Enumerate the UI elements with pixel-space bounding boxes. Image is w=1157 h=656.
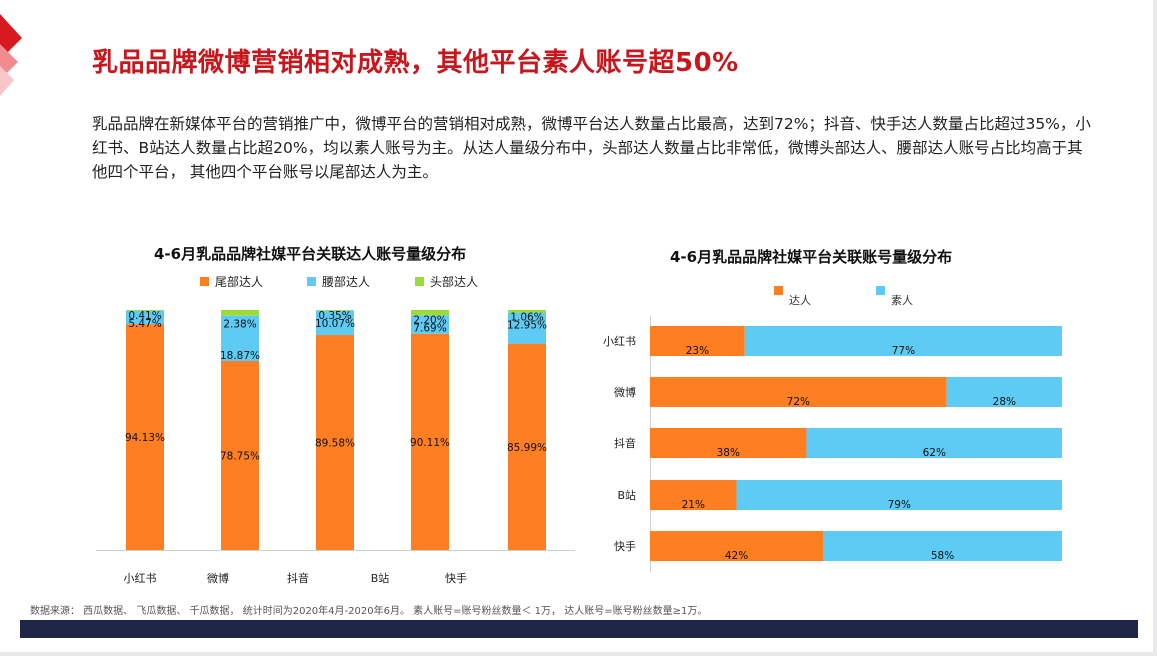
chart1-category-label-1: 小红书 xyxy=(124,572,157,585)
chart1-data-label-waist-1: 5.47% xyxy=(128,318,161,330)
data-source-note: 数据来源： 西瓜数据、 飞瓜数据、 千瓜数据， 统计时间为2020年4月-202… xyxy=(30,606,708,617)
chart2-legend-label-1: 达人 xyxy=(789,294,811,307)
chart2-title: 4-6月乳品品牌社媒平台关联账号量级分布 xyxy=(670,248,953,266)
chart1-bar-head-5 xyxy=(508,310,546,313)
chart1-data-label-waist-3: 10.07% xyxy=(315,318,355,330)
chart2-data-label-influencer-3: 38% xyxy=(717,447,740,459)
chart1-category-label-4: B站 xyxy=(371,571,390,585)
chart2-bar-amateur-2 xyxy=(946,377,1062,407)
chart1-bar-waist-5 xyxy=(508,312,546,344)
chart1-bar-head-2 xyxy=(221,310,259,316)
chart1-bar-waist-1 xyxy=(126,310,164,325)
chart2-category-label-4: B站 xyxy=(617,488,636,502)
chart2-bar-amateur-5 xyxy=(823,531,1062,561)
chart1-category-label-2: 微博 xyxy=(207,571,229,585)
chart1-legend-label-1: 尾部达人 xyxy=(215,274,263,289)
chart2-data-label-amateur-5: 58% xyxy=(931,550,954,562)
chart2-data-label-influencer-5: 42% xyxy=(725,550,748,562)
chart2-bar-influencer-3 xyxy=(650,428,807,458)
chart2-bar-influencer-1 xyxy=(650,326,745,356)
corner-decoration xyxy=(0,14,22,96)
chart1-data-label-head-2: 2.38% xyxy=(223,319,256,331)
chart1-bar-tail-2 xyxy=(221,361,259,550)
chart1-bar-tail-3 xyxy=(316,335,354,550)
chart1-data-label-waist-5: 12.95% xyxy=(507,320,547,332)
chart2-data-label-amateur-3: 62% xyxy=(923,447,946,459)
chart1-data-label-tail-1: 94.13% xyxy=(125,432,165,444)
chart2-bar-influencer-4 xyxy=(650,480,737,510)
chart2-data-label-amateur-1: 77% xyxy=(892,345,915,357)
chart1-bar-tail-4 xyxy=(411,333,449,550)
chart1-bar-head-3 xyxy=(316,310,354,311)
description-text: 乳品品牌在新媒体平台的营销推广中，微博平台的营销相对成熟，微博平台达人数量占比最… xyxy=(92,115,1091,181)
chart2-category-label-3: 抖音 xyxy=(614,436,636,450)
chart2-bar-influencer-2 xyxy=(650,377,947,407)
page-title: 乳品品牌微博营销相对成熟，其他平台素人账号超50% xyxy=(92,48,739,78)
chart2-legend-label-2: 素人 xyxy=(891,294,913,307)
chart2-data-label-influencer-1: 23% xyxy=(686,345,709,357)
chart1-legend-swatch-3 xyxy=(415,277,424,286)
chart1-data-label-tail-4: 90.11% xyxy=(410,437,450,449)
chart2-category-label-1: 小红书 xyxy=(603,335,636,348)
chart1-category-label-3: 抖音 xyxy=(287,571,309,585)
chart1-title: 4-6月乳品品牌社媒平台关联达人账号量级分布 xyxy=(154,245,467,263)
chart1-data-label-waist-2: 18.87% xyxy=(220,350,260,362)
chart1-bar-tail-5 xyxy=(508,343,546,550)
chart2-bar-amateur-3 xyxy=(806,428,1062,458)
chart2-bar-amateur-4 xyxy=(736,480,1062,510)
chart1-bar-tail-1 xyxy=(126,324,164,550)
chart1-data-label-head-5: 1.06% xyxy=(510,312,543,324)
chart1-data-label-head-3: 0.35% xyxy=(318,310,351,322)
chart2-category-label-2: 微博 xyxy=(614,385,636,399)
chart1-data-label-head-1: 0.41% xyxy=(128,310,161,322)
chart1-bar-head-1 xyxy=(126,309,164,311)
footer-bar xyxy=(20,620,1138,638)
chart2-data-label-amateur-4: 79% xyxy=(888,499,911,511)
chart1-bar-waist-3 xyxy=(316,310,354,336)
chart1-bar-waist-2 xyxy=(221,315,259,361)
chart2-data-label-amateur-2: 28% xyxy=(993,396,1016,408)
chart1-legend-swatch-1 xyxy=(200,277,209,286)
chart1-data-label-tail-5: 85.99% xyxy=(507,442,547,454)
chart1-data-label-waist-4: 7.69% xyxy=(413,322,446,334)
chart2-legend-swatch-2 xyxy=(876,286,885,295)
chart1-legend-swatch-2 xyxy=(307,277,316,286)
chart2-data-label-influencer-2: 72% xyxy=(787,396,810,408)
chart1-legend-label-2: 腰部达人 xyxy=(322,274,370,289)
chart1-data-label-head-4: 2.20% xyxy=(413,314,446,326)
chart1-category-label-5: 快手 xyxy=(445,571,467,585)
chart1-legend-label-3: 头部达人 xyxy=(430,274,478,289)
chart1-data-label-tail-3: 89.58% xyxy=(315,438,355,450)
chart1-data-label-tail-2: 78.75% xyxy=(220,451,260,463)
chart2-category-label-5: 快手 xyxy=(614,539,636,553)
chart1-bar-waist-4 xyxy=(411,315,449,334)
chart2-bar-influencer-5 xyxy=(650,531,824,561)
chart2-legend-swatch-1 xyxy=(774,286,783,295)
chart2-data-label-influencer-4: 21% xyxy=(682,499,705,511)
chart2-bar-amateur-1 xyxy=(744,326,1062,356)
chart1-bar-head-4 xyxy=(411,310,449,316)
